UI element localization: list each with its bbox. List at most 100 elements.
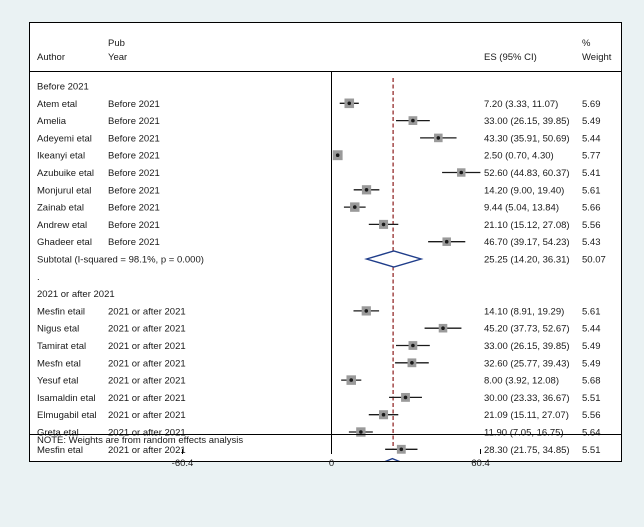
study-group: 2021 or after 2021 [108, 324, 186, 335]
point-estimate [364, 309, 369, 313]
study-weight: 5.43 [582, 237, 601, 248]
study-es-ci: 28.30 (21.75, 34.85) [484, 445, 570, 456]
study-group: Before 2021 [108, 151, 160, 162]
study-group: Before 2021 [108, 220, 160, 231]
forest-plot-panel: Pub Author Year ES (95% CI)% Weight Before 20… [29, 22, 622, 462]
study-group: Before 2021 [108, 185, 160, 196]
study-author: Nigus etal [37, 324, 79, 335]
point-estimate [444, 239, 449, 244]
study-es-ci: 9.44 (5.04, 13.84) [484, 203, 559, 214]
study-group: Before 2021 [108, 237, 160, 248]
study-es-ci: 43.30 (35.91, 50.69) [484, 133, 570, 144]
study-author: Andrew etal [37, 220, 87, 231]
study-weight: 5.44 [582, 133, 601, 144]
study-group: 2021 or after 2021 [108, 428, 186, 439]
point-estimate [436, 136, 441, 140]
study-weight: 5.41 [582, 168, 601, 179]
study-weight: 5.68 [582, 376, 601, 387]
study-weight: 5.49 [582, 341, 601, 352]
study-author: Greta etal [37, 428, 79, 439]
point-estimate [403, 395, 408, 400]
point-estimate [459, 170, 464, 175]
group-heading: Before 2021 [37, 82, 89, 93]
study-weight: 5.56 [582, 220, 601, 231]
study-author: Mesfin etail [37, 306, 85, 317]
header-group-top: Pub [108, 38, 125, 49]
point-estimate [381, 412, 386, 417]
study-weight: 5.51 [582, 393, 601, 404]
subtotal-weight: 50.07 [582, 255, 606, 266]
study-es-ci: 2.50 (0.70, 4.30) [484, 151, 554, 162]
study-weight: 5.77 [582, 151, 601, 162]
subtotal-diamond [384, 457, 401, 461]
study-weight: 5.64 [582, 428, 601, 439]
header-weight-bottom: Weight [582, 52, 612, 63]
group-heading: 2021 or after 2021 [37, 289, 115, 300]
study-weight: 5.61 [582, 306, 601, 317]
study-group: 2021 or after 2021 [108, 341, 186, 352]
study-group: 2021 or after 2021 [108, 376, 186, 387]
study-author: Monjurul etal [37, 185, 91, 196]
study-es-ci: 46.70 (39.17, 54.23) [484, 237, 570, 248]
study-es-ci: 45.20 (37.73, 52.67) [484, 324, 570, 335]
point-estimate [335, 153, 340, 157]
point-estimate [364, 188, 369, 192]
study-group: Before 2021 [108, 116, 160, 127]
study-group: Before 2021 [108, 203, 160, 214]
header-weight-top: % [582, 38, 591, 49]
study-group: 2021 or after 2021 [108, 410, 186, 421]
study-author: Ikeanyi etal [37, 151, 85, 162]
study-weight: 5.44 [582, 324, 601, 335]
study-group: 2021 or after 2021 [108, 358, 186, 369]
study-group: Before 2021 [108, 168, 160, 179]
study-es-ci: 32.60 (25.77, 39.43) [484, 358, 570, 369]
study-group: 2021 or after 2021 [108, 445, 186, 456]
study-author: Zainab etal [37, 203, 84, 214]
point-estimate [352, 205, 357, 209]
point-estimate [359, 430, 363, 434]
subtotal-es-ci: 25.25 (14.20, 36.31) [484, 255, 570, 266]
point-estimate [410, 361, 414, 365]
study-author: Atem etal [37, 99, 77, 110]
study-group: Before 2021 [108, 99, 160, 110]
study-author: Elmugabil etal [37, 410, 97, 421]
study-weight: 5.49 [582, 116, 601, 127]
study-weight: 5.66 [582, 203, 601, 214]
point-estimate [347, 101, 352, 106]
study-author: Isamaldin etal [37, 393, 96, 404]
study-es-ci: 21.09 (15.11, 27.07) [484, 410, 569, 421]
study-es-ci: 11.90 (7.05, 16.75) [484, 428, 564, 439]
study-es-ci: 8.00 (3.92, 12.08) [484, 376, 559, 387]
header-es: ES (95% CI) [484, 52, 537, 63]
forest-plot: Pub Author Year ES (95% CI)% Weight Before 20… [30, 38, 621, 461]
study-es-ci: 52.60 (44.83, 60.37) [484, 168, 570, 179]
study-author: Adeyemi etal [37, 133, 92, 144]
study-author: Yesuf etal [37, 376, 78, 387]
study-es-ci: 14.20 (9.00, 19.40) [484, 185, 564, 196]
study-author: Ghadeer etal [37, 237, 92, 248]
study-group: 2021 or after 2021 [108, 393, 186, 404]
study-group: Before 2021 [108, 133, 160, 144]
study-weight: 5.61 [582, 185, 601, 196]
study-es-ci: 33.00 (26.15, 39.85) [484, 341, 570, 352]
point-estimate [441, 326, 445, 331]
point-estimate [411, 343, 415, 348]
header-author: Author [37, 52, 65, 63]
study-author: Tamirat etal [37, 341, 86, 352]
study-weight: 5.56 [582, 410, 601, 421]
study-es-ci: 33.00 (26.15, 39.85) [484, 116, 570, 127]
study-author: Azubuike etal [37, 168, 94, 179]
study-weight: 5.69 [582, 99, 601, 110]
study-es-ci: 21.10 (15.12, 27.08) [484, 220, 570, 231]
study-es-ci: 7.20 (3.33, 11.07) [484, 99, 558, 110]
subtotal-diamond [364, 250, 424, 268]
point-estimate [349, 378, 354, 382]
footnote: NOTE: Weights are from random effects an… [37, 435, 243, 446]
point-estimate [381, 222, 386, 227]
spacer-dot: . [37, 272, 40, 283]
point-estimate [411, 118, 415, 123]
study-weight: 5.51 [582, 445, 601, 456]
point-estimate [399, 447, 404, 452]
study-es-ci: 14.10 (8.91, 19.29) [484, 306, 564, 317]
header-group-bottom: Year [108, 52, 127, 63]
